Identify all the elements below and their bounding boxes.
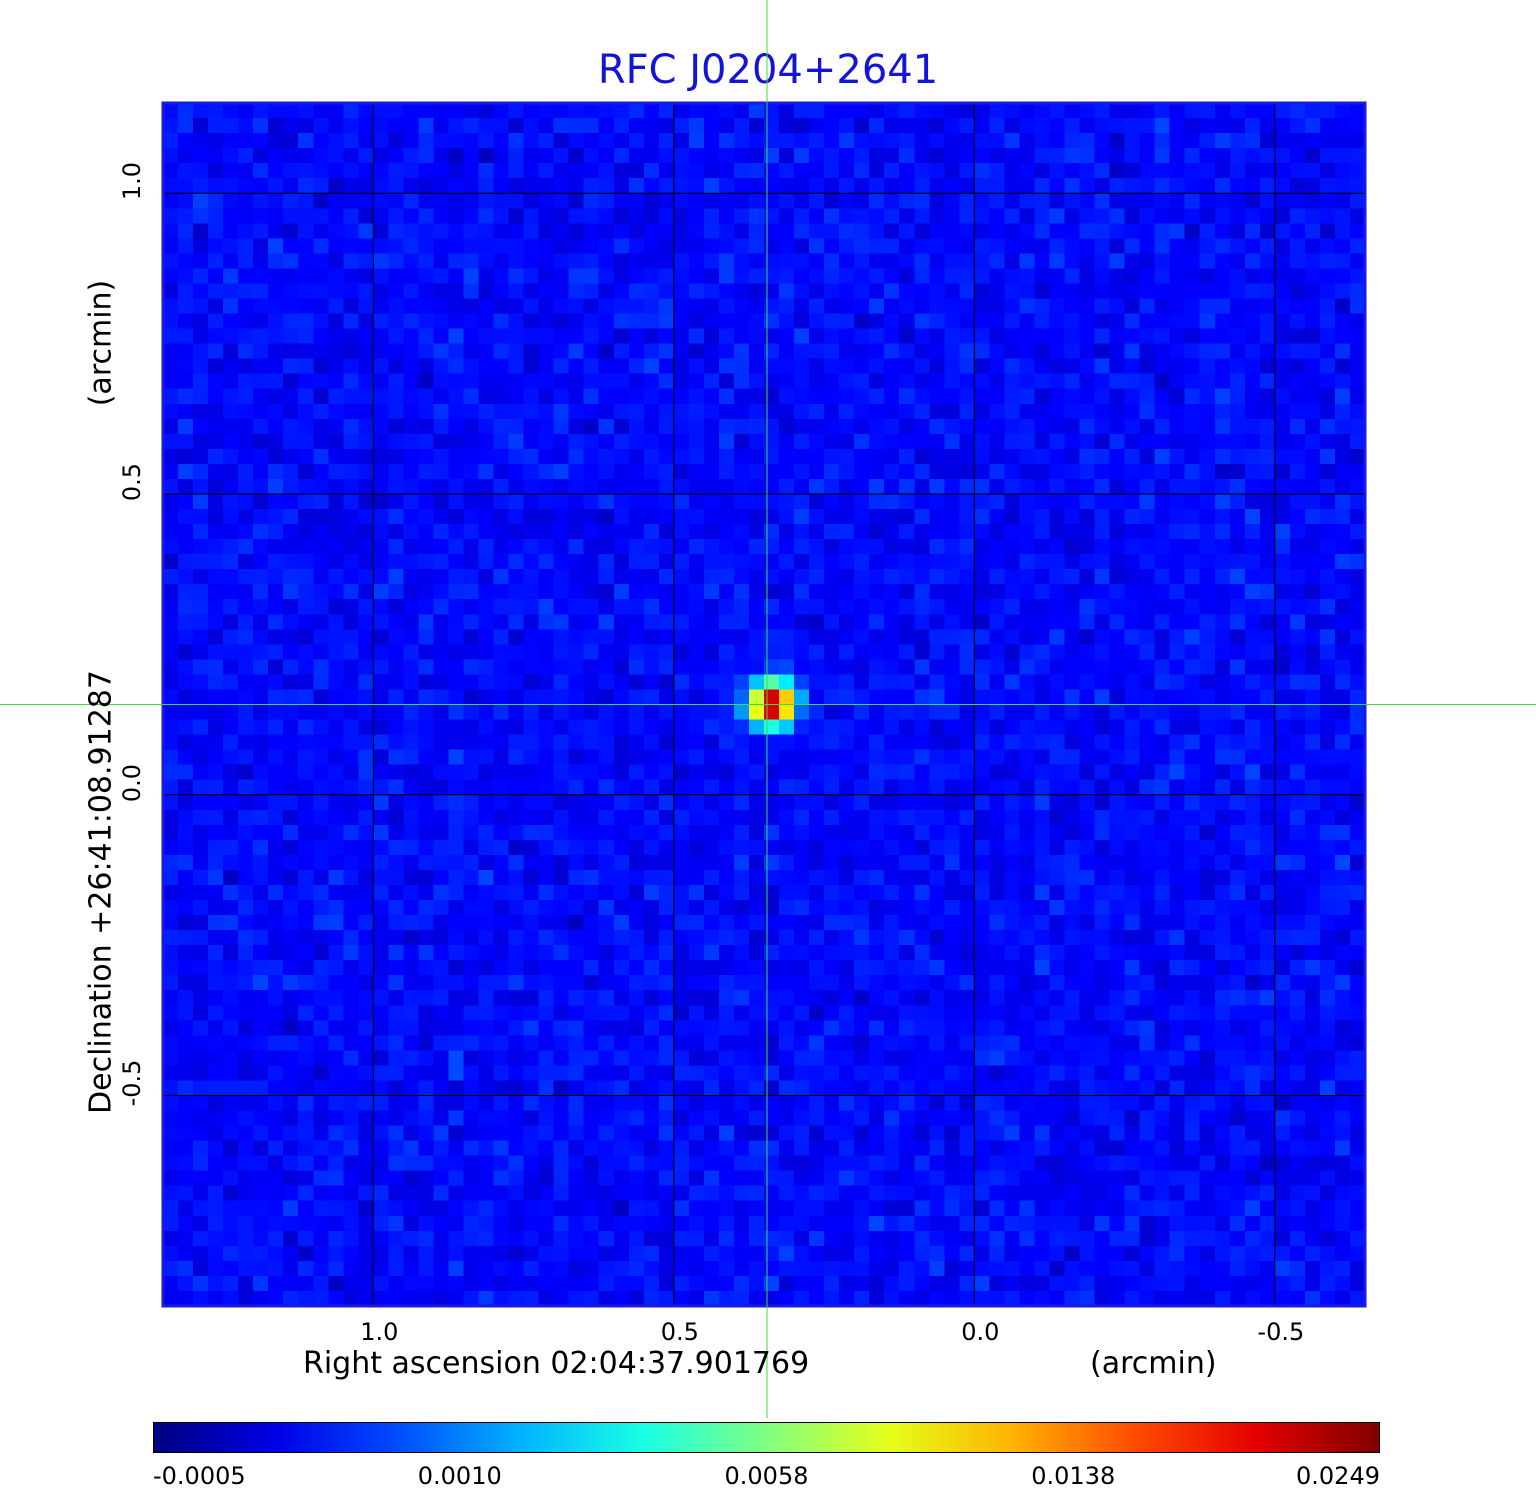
x-tick-label: 0.5 [660,1318,699,1346]
x-axis-label: Right ascension 02:04:37.901769 [303,1346,810,1381]
colorbar-label: 0.0058 [724,1462,809,1490]
y-axis-unit: (arcmin) [83,279,119,407]
plot-title: RFC J0204+2641 [597,47,939,93]
crosshair [0,0,1536,1418]
colorbar-label: 0.0010 [417,1462,502,1490]
x-axis-unit: (arcmin) [1090,1346,1217,1381]
x-tick-label: 1.0 [360,1318,399,1346]
y-tick-label: 0.0 [118,763,146,802]
colorbar [153,1422,1380,1453]
colorbar-label: 0.0249 [1296,1462,1380,1490]
x-tick-label: -0.5 [1257,1318,1305,1346]
x-tick-label: 0.0 [961,1318,1000,1346]
y-axis-label: Declination +26:41:08.91287 [83,670,119,1114]
y-tick-label: 1.0 [118,162,146,201]
y-tick-label: -0.5 [118,1060,146,1107]
colorbar-label: 0.0138 [1031,1462,1116,1490]
colorbar-label: -0.0005 [153,1462,246,1490]
y-tick-label: 0.5 [118,462,146,502]
